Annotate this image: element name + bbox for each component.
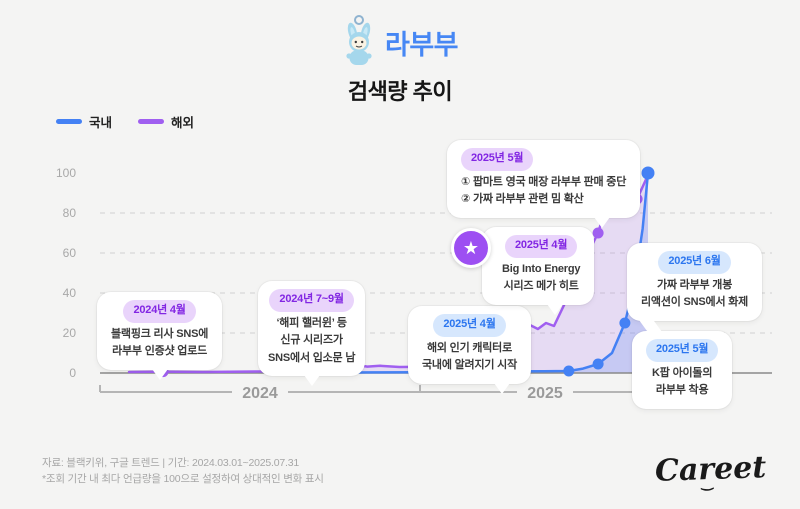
date-badge: 2024년 7~9월 xyxy=(269,289,354,312)
callout-text: K팝 아이돌의 xyxy=(652,366,713,379)
logo-mark: ‿ xyxy=(701,474,713,492)
date-badge: 2025년 5월 xyxy=(461,148,534,171)
callout-text: 라부부 착용 xyxy=(655,384,709,397)
careet-logo: Careet ‿ xyxy=(654,450,766,492)
y-tick: 60 xyxy=(63,246,77,260)
series-areas xyxy=(129,173,648,373)
y-tick: 40 xyxy=(63,286,77,300)
data-point-국내 xyxy=(641,166,655,180)
callout-2024-04-lisa: 2024년 4월 블랙핑크 리사 SNS에 라부부 인증샷 업로드 xyxy=(97,292,223,380)
callout-tail xyxy=(646,321,662,332)
callout-text: 국내에 알려지기 시작 xyxy=(422,359,517,372)
callout-text: 해외 인기 캐릭터로 xyxy=(426,341,513,354)
y-tick: 100 xyxy=(56,166,76,180)
legend-label: 국내 xyxy=(89,116,113,130)
footer: 자료: 블랙키위, 구글 트렌드 | 기간: 2024.03.01~2025.0… xyxy=(42,455,324,488)
callout-2024-0709-halloween: 2024년 7~9월 ‘해피 핼러윈’ 등 신규 시리즈가 SNS에서 입소문 … xyxy=(258,281,366,387)
x-year-label: 2024 xyxy=(242,385,278,402)
callout-text: 리액션이 SNS에서 화제 xyxy=(641,296,749,309)
data-point-국내 xyxy=(592,358,604,370)
year-bracket xyxy=(99,385,667,393)
x-year-label: 2025 xyxy=(527,385,563,402)
star-icon: ★ xyxy=(451,228,491,268)
overseas-line-swatch xyxy=(138,119,165,124)
callout-text: SNS에서 입소문 남 xyxy=(268,351,356,364)
legend-item-domestic: 국내 xyxy=(56,112,112,131)
callout-2025-06-reaction: 2025년 6월 가짜 라부부 개봉 리액션이 SNS에서 화제 xyxy=(627,243,763,331)
header: 라부부 검색량 추이 xyxy=(0,14,800,106)
callout-2025-04-energy: 2025년 4월 Big Into Energy 시리즈 메가 히트 xyxy=(482,227,595,315)
page-subtitle: 검색량 추이 xyxy=(347,79,453,104)
legend: 국내 해외 xyxy=(56,112,194,131)
callout-text: ‘해피 핼러윈’ 등 xyxy=(276,316,347,329)
callout-tail xyxy=(494,382,511,394)
page-title: 라부부 xyxy=(384,30,459,60)
callout-2025-05-popmart: 2025년 5월 ① 팝마트 영국 매장 라부부 판매 중단 ② 가짜 라부부 … xyxy=(447,140,641,228)
labubu-doll-icon xyxy=(342,14,376,71)
callout-text: 라부부 인증샷 업로드 xyxy=(112,345,208,358)
callout-text: ① 팝마트 영국 매장 라부부 판매 중단 xyxy=(461,175,627,188)
legend-item-overseas: 해외 xyxy=(138,112,194,131)
callout-tail xyxy=(303,375,320,387)
date-badge: 2025년 6월 xyxy=(658,251,731,274)
star-glyph: ★ xyxy=(462,238,480,258)
callout-tail xyxy=(547,303,564,315)
y-tick: 80 xyxy=(63,206,77,220)
method-note: *조회 기간 내 최다 언급량을 100으로 설정하여 상대적인 변화 표시 xyxy=(42,473,324,486)
domestic-line-swatch xyxy=(56,119,82,124)
data-point-국내 xyxy=(563,365,575,377)
callout-2025-04-domestic: 2025년 4월 해외 인기 캐릭터로 국내에 알려지기 시작 xyxy=(408,306,531,394)
date-badge: 2025년 5월 xyxy=(646,339,719,362)
date-badge: 2025년 4월 xyxy=(433,314,506,337)
date-badge: 2025년 4월 xyxy=(504,235,578,258)
legend-label: 해외 xyxy=(171,116,195,130)
y-tick: 20 xyxy=(63,326,77,340)
callout-tail xyxy=(593,216,610,228)
source-note: 자료: 블랙키위, 구글 트렌드 | 기간: 2024.03.01~2025.0… xyxy=(42,457,299,469)
data-point-해외 xyxy=(592,227,604,239)
y-tick: 0 xyxy=(69,366,76,380)
callout-2025-05-kpop: 2025년 5월 K팝 아이돌의 라부부 착용 xyxy=(632,321,733,409)
callout-text: ② 가짜 라부부 관련 밈 확산 xyxy=(461,193,584,206)
callout-tail xyxy=(151,368,168,380)
callout-text: 신규 시리즈가 xyxy=(280,334,343,347)
callout-text: Big Into Energy xyxy=(502,262,581,275)
date-badge: 2024년 4월 xyxy=(123,300,196,323)
y-axis-labels: 100 80 60 40 20 0 xyxy=(56,166,76,380)
data-point-국내 xyxy=(619,317,631,329)
callout-text: 가짜 라부부 개봉 xyxy=(656,278,733,291)
x-axis-labels: 2024 2025 xyxy=(242,385,563,402)
callout-text: 시리즈 메가 히트 xyxy=(503,280,579,293)
callout-text: 블랙핑크 리사 SNS에 xyxy=(111,327,209,340)
